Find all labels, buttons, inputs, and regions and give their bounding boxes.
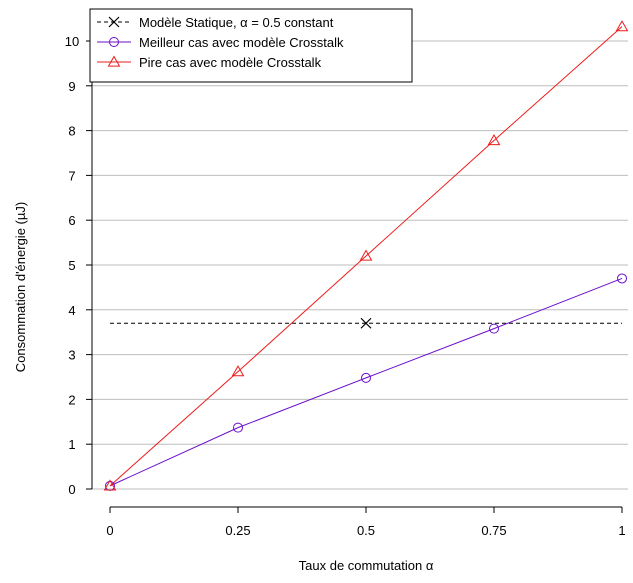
legend-marker [109,37,119,47]
series-1-point [360,317,372,329]
x-tick-label: 0.5 [357,523,375,538]
y-tick-label: 10 [65,34,79,49]
legend: Modèle Statique, α = 0.5 constant Meilleu… [89,8,413,83]
legend-label: Modèle Statique, α = 0.5 constant [139,15,334,30]
series-2-point [617,273,627,284]
legend-label: Pire cas avec modèle Crosstalk [139,55,322,70]
series-2-point [489,323,499,334]
x-tick-label: 0 [106,523,113,538]
x-axis: 0 0.25 0.5 0.75 1 [106,506,626,538]
series-2-point [233,422,243,433]
series-lines [109,26,623,487]
series-2-line [109,277,623,487]
grid [92,40,628,490]
legend-label: Meilleur cas avec modèle Crosstalk [139,35,344,50]
y-tick-label: 3 [68,348,75,363]
x-axis-title: Taux de commutation α [299,558,434,573]
legend-marker [107,55,121,67]
series-3-point [487,133,501,146]
series-3-line [109,26,623,487]
y-tick-label: 1 [68,437,75,452]
series-3-point [359,249,373,261]
y-tick-label: 7 [68,168,75,183]
legend-marker [108,16,120,28]
series-3-point [103,479,117,491]
x-tick-label: 0.25 [225,523,250,538]
series-3-point [615,20,629,32]
x-tick-label: 0.75 [481,523,506,538]
marker-stroke [108,16,120,28]
series-3-point [231,365,245,377]
series-2-point [361,372,371,383]
y-tick-label: 6 [68,213,75,228]
y-tick-label: 0 [68,482,75,497]
y-tick-label: 9 [68,79,75,94]
y-tick-label: 5 [68,258,75,273]
y-tick-label: 4 [68,303,75,318]
y-axis-title: Consommation d'énergie (µJ) [13,202,28,372]
y-axis: 0 1 2 3 4 5 6 7 8 9 10 [65,34,93,497]
y-tick-label: 2 [68,392,75,407]
legend-box [89,8,413,83]
y-tick-label: 8 [68,124,75,139]
marker-stroke [360,317,372,329]
series-markers [103,20,629,491]
x-tick-label: 1 [618,523,625,538]
